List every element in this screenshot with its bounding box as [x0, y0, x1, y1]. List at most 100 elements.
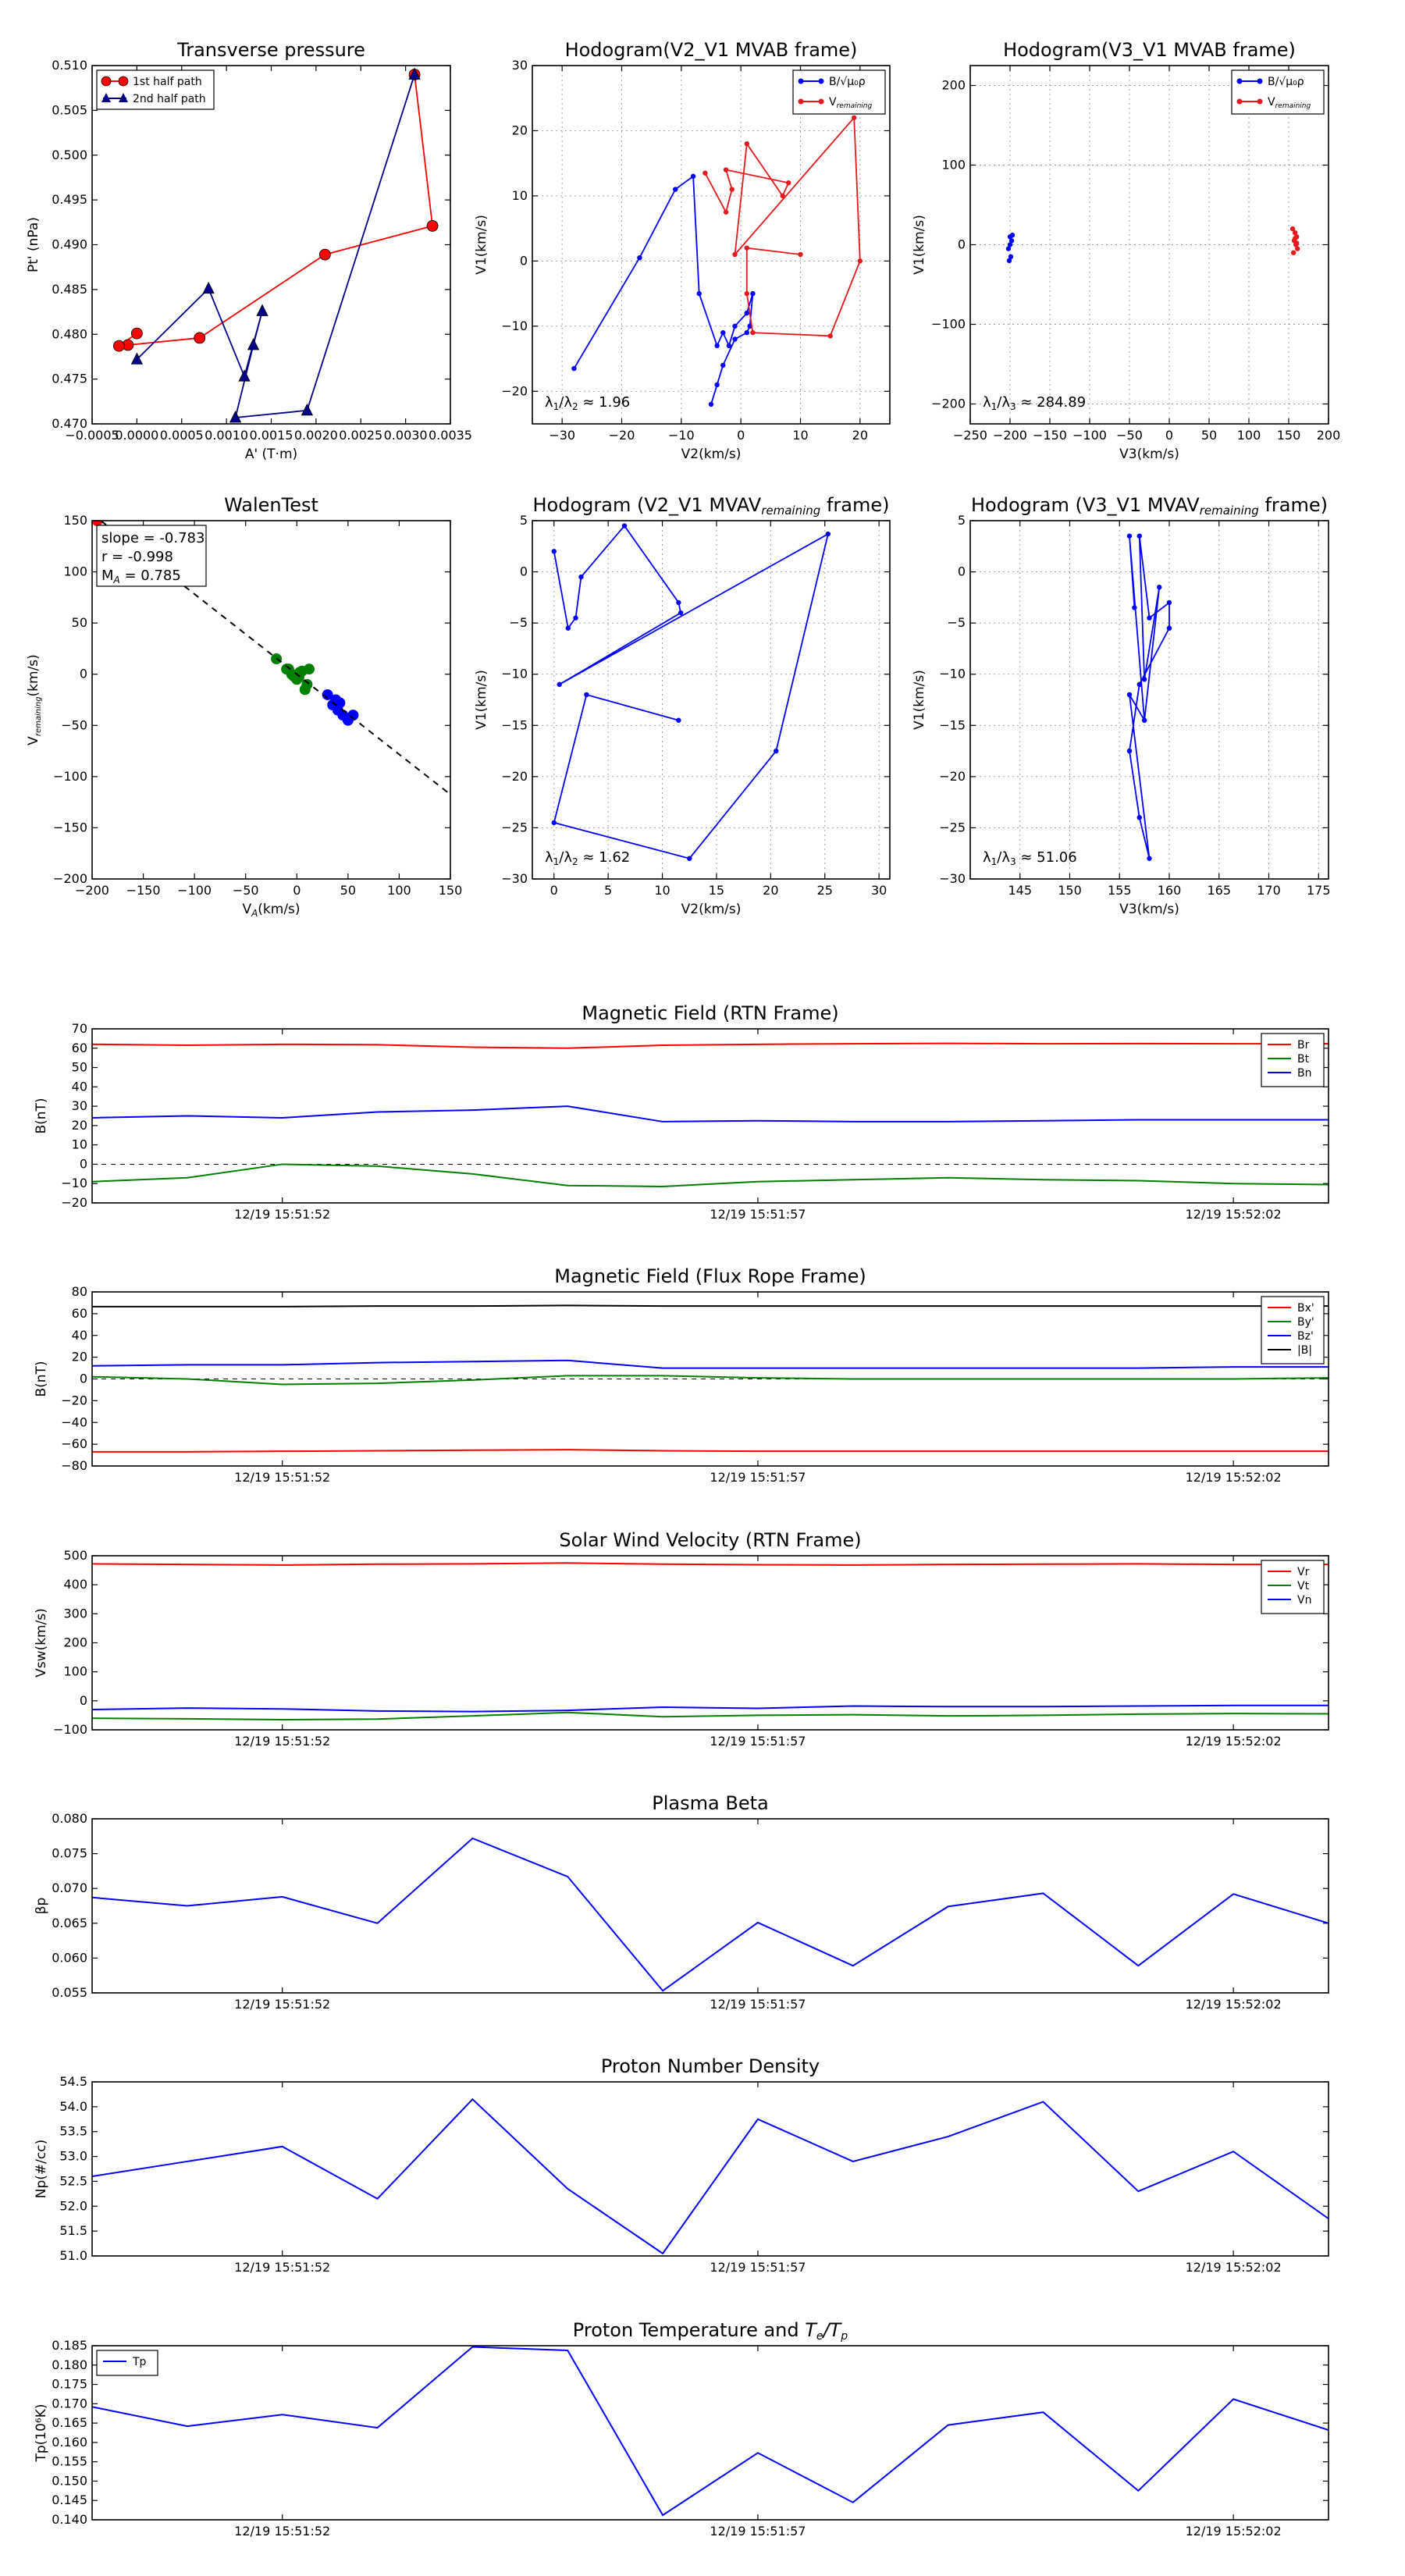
y-axis-label: V1(km/s) [912, 670, 927, 730]
data-point [744, 290, 749, 297]
series-line-beta [92, 1837, 1329, 1992]
data-point [744, 310, 749, 316]
y-axis-label: Pt' (nPa) [26, 217, 41, 272]
x-tick-label: 15 [709, 883, 724, 898]
annotation-sub-1: 1 [991, 856, 998, 867]
y-axis-label: Tp(10⁶K) [34, 2403, 49, 2462]
legend-box [1261, 1296, 1325, 1364]
data-point [714, 343, 720, 349]
x-tick-label: −0.0005 [65, 428, 119, 443]
data-point [301, 403, 314, 416]
y-tick-label: 0.055 [52, 1985, 87, 2000]
x-tick-label: 0.0025 [339, 428, 382, 443]
legend-marker [1236, 78, 1243, 84]
data-point [637, 254, 642, 261]
data-point [1141, 717, 1147, 723]
data-point [1295, 246, 1300, 251]
data-point [1147, 856, 1152, 861]
x-tick-label: 145 [1008, 883, 1032, 898]
annotation-sub-2: 2 [572, 856, 578, 867]
chart-title: Hodogram (V2_V1 MVAVremaining frame) [533, 494, 890, 518]
legend-marker [1236, 98, 1243, 105]
y-axis-label: Np(#/cc) [34, 2140, 49, 2198]
x-tick-label: 12/19 15:52:02 [1186, 1207, 1282, 1222]
x-tick-label: 12/19 15:51:57 [710, 1997, 806, 2012]
y-tick-label: −25 [939, 820, 966, 834]
data-point [720, 329, 726, 336]
x-tick-label: 12/19 15:52:02 [1186, 1734, 1282, 1749]
data-point [584, 692, 589, 698]
data-point [678, 610, 684, 616]
annotation-sub-1: 1 [553, 856, 560, 867]
data-point [687, 856, 692, 861]
chart-title: Transverse pressure [176, 39, 365, 61]
annotation-value: ≈ 1.62 [578, 849, 631, 866]
chart-title: Plasma Beta [652, 1792, 768, 1814]
chart-mag_rtn: Magnetic Field (RTN Frame) 12/19 15:51:52… [34, 1002, 1329, 1222]
axes-frame [969, 65, 1329, 425]
y-tick-label: −200 [931, 397, 966, 411]
y-tick-label: 0 [520, 253, 528, 268]
y-tick-label: 200 [63, 1635, 87, 1650]
data-point [744, 141, 749, 147]
legend-box [1261, 1033, 1325, 1087]
axes-frame [91, 520, 451, 880]
series-line-np [92, 2097, 1329, 2255]
data-point [750, 329, 756, 336]
y-tick-label: 0.155 [52, 2454, 87, 2469]
y-tick-label: 60 [72, 1041, 87, 1055]
data-point [744, 329, 749, 336]
legend-label: Vr [1297, 1566, 1310, 1578]
y-tick-label: 0.165 [52, 2415, 87, 2430]
y-tick-label: −10 [501, 318, 528, 333]
legend-marker [818, 98, 824, 105]
y-tick-label: 60 [72, 1306, 87, 1321]
x-tick-label: 25 [817, 883, 833, 898]
data-point [732, 336, 738, 342]
x-tick-label: 150 [1058, 883, 1082, 898]
legend-sub: remaining [837, 102, 873, 110]
x-tick-label: 20 [763, 883, 778, 898]
data-point [1292, 230, 1298, 236]
data-point [130, 327, 143, 340]
annotation-slash: /λ [559, 394, 572, 411]
data-point [1290, 250, 1297, 255]
y-tick-label: 10 [72, 1137, 87, 1152]
legend-box [96, 2350, 158, 2376]
series-line-bx [92, 1449, 1329, 1453]
data-point [696, 290, 702, 297]
data-point [676, 717, 681, 723]
data-point [238, 369, 251, 382]
series-line-2ndhalfpath [136, 74, 415, 418]
data-point [299, 684, 311, 696]
series-line-path [1129, 535, 1170, 859]
legend: Tp [96, 2350, 158, 2376]
y-tick-label: 0.060 [52, 1950, 87, 1965]
y-tick-label: 10 [512, 188, 528, 203]
legend-box [792, 69, 886, 115]
y-label-rest: (km/s) [26, 654, 41, 696]
y-tick-label: −20 [501, 383, 528, 398]
data-point [1166, 625, 1172, 631]
y-tick-label: −100 [931, 317, 966, 332]
x-tick-label: −100 [177, 883, 212, 898]
legend-label: By' [1297, 1316, 1314, 1329]
data-point [732, 251, 738, 258]
y-tick-label: 40 [72, 1328, 87, 1343]
data-point [673, 187, 678, 192]
x-tick-label: 30 [871, 883, 887, 898]
x-tick-label: 12/19 15:51:52 [234, 1734, 330, 1749]
annotation-sub-2: 3 [1010, 401, 1016, 412]
y-tick-label: 0.475 [52, 372, 87, 386]
data-point [729, 187, 735, 192]
y-tick-label: 70 [72, 1021, 87, 1036]
series-line-br [92, 1042, 1329, 1049]
annotation-text: λ1/λ2 ≈ 1.96 [545, 394, 630, 412]
y-tick-label: 0.180 [52, 2357, 87, 2372]
legend-box [96, 69, 215, 110]
x-axis-label: V3(km/s) [1119, 902, 1179, 917]
x-tick-label: 175 [1307, 883, 1331, 898]
x-tick-label: 12/19 15:51:57 [710, 2260, 806, 2275]
axes-frame [91, 65, 451, 425]
